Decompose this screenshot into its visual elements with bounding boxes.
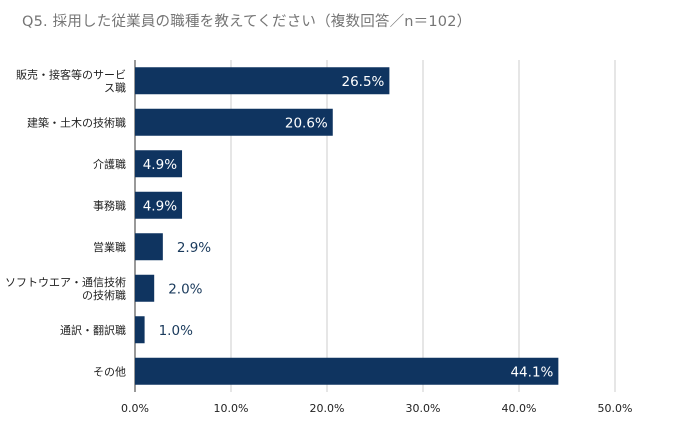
data-label: 2.9% xyxy=(177,240,211,256)
category-label: 事務職 xyxy=(93,198,126,212)
x-tick-label: 30.0% xyxy=(406,402,441,415)
data-label: 1.0% xyxy=(159,323,193,339)
bar xyxy=(135,191,183,219)
category-label: ソフトウエア・通信技術 xyxy=(5,276,126,289)
data-label: 26.5% xyxy=(342,74,385,90)
bar xyxy=(135,357,559,385)
data-label: 44.1% xyxy=(510,364,553,380)
category-label: 建築・土木の技術職 xyxy=(27,115,126,129)
bar xyxy=(135,274,155,302)
bar xyxy=(135,233,163,261)
data-label: 20.6% xyxy=(285,115,328,131)
category-label: その他 xyxy=(93,365,126,378)
bar xyxy=(135,108,333,136)
category-label: 営業職 xyxy=(93,240,126,254)
chart-title: Q5. 採用した従業員の職種を教えてください（複数回答／n＝102） xyxy=(22,14,472,30)
category-label: 介護職 xyxy=(93,157,126,171)
bar xyxy=(135,316,145,344)
data-label: 2.0% xyxy=(168,281,202,297)
x-tick-label: 40.0% xyxy=(502,402,537,415)
bar xyxy=(135,67,390,95)
x-tick-label: 50.0% xyxy=(598,402,633,415)
x-tick-label: 20.0% xyxy=(310,402,345,415)
category-label: ス職 xyxy=(104,81,126,94)
data-label: 4.9% xyxy=(143,198,177,214)
data-label: 4.9% xyxy=(143,157,177,173)
category-label: 通訳・翻訳職 xyxy=(60,323,126,337)
category-label: の技術職 xyxy=(82,289,126,302)
bar xyxy=(135,150,183,178)
category-label: 販売・接客等のサービ xyxy=(16,67,126,81)
x-tick-label: 0.0% xyxy=(121,402,149,415)
x-tick-label: 10.0% xyxy=(214,402,249,415)
